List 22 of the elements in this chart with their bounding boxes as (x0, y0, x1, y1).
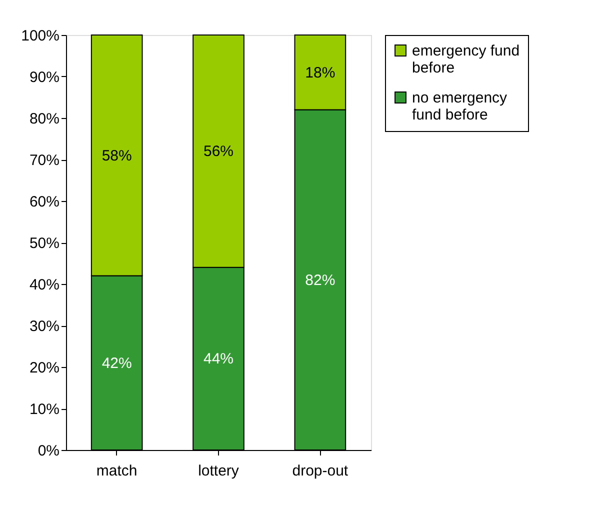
data-label: 58% (102, 147, 132, 164)
y-tick-label: 80% (29, 110, 60, 128)
data-label: 18% (305, 64, 336, 82)
legend-label: no emergency fund before (412, 90, 508, 124)
y-tick-label: 50% (29, 235, 60, 252)
y-tick-label: 20% (29, 360, 60, 376)
y-tick-label: 40% (29, 276, 60, 294)
y-tick-label: 60% (29, 194, 60, 210)
data-label: 42% (102, 354, 132, 372)
x-tick-label: match (96, 462, 138, 480)
data-label: 56% (203, 143, 234, 160)
y-tick-label: 30% (29, 318, 60, 335)
y-tick-label: 70% (29, 152, 60, 169)
x-tick-label: lottery (198, 462, 240, 480)
y-tick-label: 0% (38, 442, 60, 460)
y-tick-label: 100% (21, 28, 60, 44)
legend-label: emergency fund before (412, 42, 520, 76)
data-label: 44% (203, 350, 234, 368)
x-tick-label: drop-out (292, 462, 349, 480)
y-tick-label: 90% (29, 69, 60, 86)
y-tick-label: 10% (29, 401, 60, 418)
data-label: 82% (305, 272, 336, 289)
